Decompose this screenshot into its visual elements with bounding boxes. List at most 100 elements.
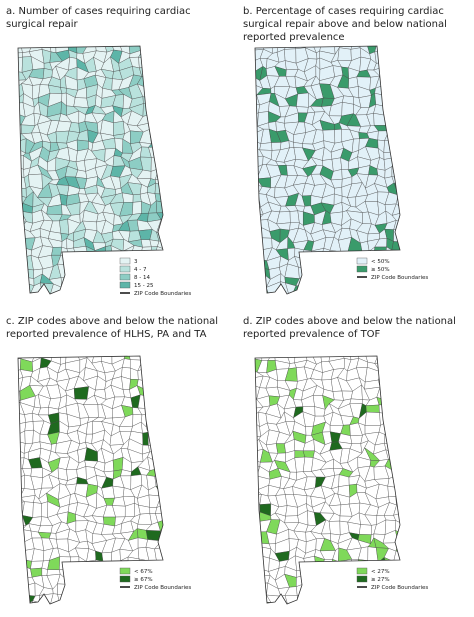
zip-area bbox=[401, 458, 411, 469]
zip-area bbox=[402, 75, 416, 90]
zip-area bbox=[149, 592, 162, 604]
zip-area bbox=[397, 74, 400, 91]
zip-area bbox=[167, 230, 175, 242]
zip-area bbox=[102, 605, 113, 614]
zip-area bbox=[393, 559, 400, 571]
zip-area bbox=[338, 264, 353, 280]
zip-area bbox=[167, 133, 179, 142]
zip-area bbox=[302, 583, 317, 595]
zip-area bbox=[403, 543, 416, 553]
zip-area bbox=[332, 594, 345, 604]
zip-area bbox=[403, 421, 413, 434]
zip-area bbox=[166, 239, 177, 250]
zip-area bbox=[402, 170, 414, 178]
zip-area bbox=[255, 356, 263, 361]
zip-area bbox=[329, 582, 344, 596]
zip-area bbox=[319, 257, 336, 267]
zip-area bbox=[331, 157, 342, 172]
zip-area bbox=[166, 61, 179, 73]
zip-area bbox=[103, 291, 116, 294]
zip-area bbox=[329, 564, 343, 579]
zip-area bbox=[287, 603, 300, 604]
zip-area bbox=[403, 367, 413, 381]
zip-area bbox=[154, 255, 163, 271]
zip-area bbox=[392, 403, 400, 418]
zip-area bbox=[165, 489, 176, 495]
zip-area bbox=[101, 282, 116, 294]
zip-area bbox=[402, 603, 417, 615]
zip-area bbox=[393, 114, 400, 127]
zip-area bbox=[156, 377, 163, 390]
zip-area bbox=[383, 47, 395, 63]
zip-area bbox=[97, 594, 104, 604]
zip-area bbox=[88, 259, 98, 268]
zip-area bbox=[64, 286, 78, 294]
zip-area bbox=[101, 485, 115, 499]
zip-area bbox=[164, 75, 175, 89]
zip-area bbox=[339, 582, 353, 596]
zip-area bbox=[402, 48, 416, 59]
zip-area bbox=[73, 386, 89, 400]
zip-area bbox=[255, 521, 259, 535]
zip-area bbox=[142, 96, 153, 105]
zip-area bbox=[158, 384, 163, 399]
zip-area bbox=[168, 194, 179, 203]
zip-area bbox=[332, 295, 341, 306]
zip-area bbox=[322, 584, 333, 598]
zip-area bbox=[397, 452, 400, 463]
zip-area bbox=[73, 97, 89, 109]
zip-area bbox=[278, 293, 289, 294]
zip-area bbox=[396, 566, 400, 580]
zip-area bbox=[100, 119, 114, 136]
zip-area bbox=[101, 551, 112, 562]
zip-area bbox=[64, 272, 80, 288]
zip-area bbox=[155, 102, 163, 117]
zip-area bbox=[18, 247, 26, 258]
zip-area bbox=[18, 550, 22, 560]
zip-area bbox=[101, 593, 114, 604]
zip-area bbox=[41, 501, 48, 518]
legend-label: < 27% bbox=[371, 569, 390, 575]
zip-area bbox=[296, 92, 309, 108]
panel-title: reported prevalence of TOF bbox=[243, 329, 381, 340]
legend-label: < 50% bbox=[371, 259, 390, 265]
legend-label: 3 bbox=[134, 259, 138, 265]
zip-area bbox=[166, 566, 179, 576]
zip-area bbox=[312, 291, 324, 294]
zip-area bbox=[330, 263, 345, 280]
zip-area bbox=[255, 247, 262, 261]
zip-area bbox=[12, 606, 23, 616]
zip-area bbox=[146, 361, 161, 371]
zip-area bbox=[255, 272, 263, 287]
zip-area bbox=[329, 272, 345, 288]
zip-area bbox=[267, 356, 276, 361]
zip-area bbox=[156, 425, 163, 433]
zip-area bbox=[395, 128, 400, 142]
zip-area bbox=[404, 148, 416, 162]
zip-area bbox=[127, 595, 139, 604]
zip-area bbox=[402, 442, 417, 453]
zip-area bbox=[395, 602, 400, 604]
zip-area bbox=[311, 592, 327, 604]
zip-area bbox=[403, 493, 414, 507]
zip-area bbox=[75, 587, 87, 599]
zip-area bbox=[403, 529, 416, 543]
zip-area bbox=[166, 362, 175, 367]
zip-area bbox=[160, 530, 163, 542]
zip-area bbox=[155, 573, 163, 585]
zip-area bbox=[166, 367, 178, 381]
zip-area bbox=[255, 220, 262, 232]
zip-area bbox=[365, 605, 380, 613]
zip-area bbox=[321, 566, 331, 579]
zip-area bbox=[156, 156, 163, 170]
zip-area bbox=[18, 274, 24, 288]
legend-swatch bbox=[119, 265, 131, 273]
legend-swatch bbox=[119, 273, 131, 281]
zip-area bbox=[391, 249, 400, 261]
zip-area bbox=[111, 593, 126, 604]
zip-area bbox=[119, 426, 133, 432]
zip-area bbox=[156, 561, 163, 569]
zip-area bbox=[154, 120, 163, 135]
map bbox=[18, 46, 179, 294]
